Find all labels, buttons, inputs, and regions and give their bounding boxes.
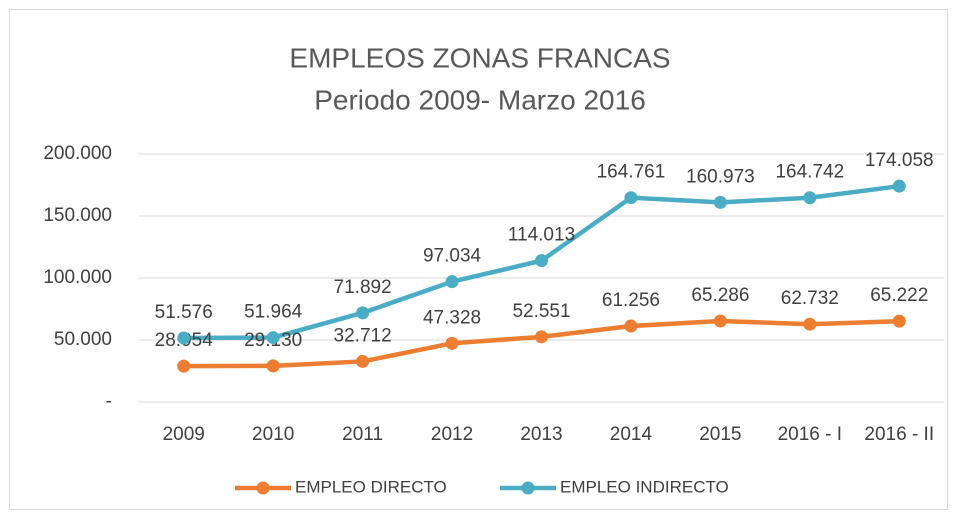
x-tick-label: 2014 (610, 424, 653, 445)
data-point (356, 354, 370, 368)
legend-label: EMPLEO INDIRECTO (560, 477, 729, 496)
data-point (177, 331, 191, 345)
legend-marker (256, 481, 270, 495)
data-point (266, 331, 280, 345)
data-point (356, 306, 370, 320)
data-point (803, 191, 817, 205)
data-label: 51.576 (155, 302, 213, 323)
x-tick-label: 2015 (699, 424, 741, 445)
y-tick-label: 150.000 (43, 205, 112, 226)
y-tick-label: 100.000 (43, 267, 112, 288)
data-label: 65.222 (870, 285, 928, 306)
data-label: 65.286 (691, 285, 749, 306)
data-point (624, 191, 638, 205)
data-label: 32.712 (334, 325, 392, 346)
x-tick-label: 2012 (431, 424, 473, 445)
data-label: 47.328 (423, 307, 481, 328)
data-label: 97.034 (423, 246, 482, 267)
y-tick-label: 200.000 (43, 143, 112, 164)
data-point (535, 254, 548, 268)
y-tick-label: 50.000 (54, 329, 112, 350)
x-tick-label: 2016 - II (864, 424, 934, 445)
data-point (713, 195, 727, 209)
x-tick-label: 2013 (520, 424, 562, 445)
data-point (445, 275, 459, 289)
chart-subtitle: Periodo 2009- Marzo 2016 (314, 84, 646, 115)
data-point (177, 359, 191, 373)
data-label: 51.964 (244, 302, 303, 323)
data-point (266, 359, 280, 373)
legend-label: EMPLEO DIRECTO (295, 477, 447, 496)
data-point (892, 179, 906, 193)
data-label: 71.892 (334, 277, 392, 298)
data-point (892, 314, 906, 328)
chart-frame (9, 9, 948, 510)
data-label: 174.058 (865, 150, 934, 171)
legend-marker (521, 481, 535, 495)
data-label: 164.742 (775, 162, 844, 183)
x-tick-label: 2010 (252, 424, 294, 445)
data-point (624, 319, 638, 333)
data-point (803, 317, 817, 331)
x-tick-label: 2011 (342, 424, 383, 445)
data-label: 114.013 (508, 225, 575, 246)
data-label: 62.732 (781, 288, 839, 309)
data-label: 164.761 (597, 162, 666, 183)
x-tick-label: 2016 - I (778, 424, 842, 445)
y-tick-label: - (106, 391, 112, 412)
data-point (535, 330, 548, 344)
x-tick-label: 2009 (163, 424, 205, 445)
data-point (713, 314, 727, 328)
data-label: 61.256 (602, 290, 660, 311)
data-label: 160.973 (686, 166, 755, 187)
chart-title: EMPLEOS ZONAS FRANCAS (289, 42, 670, 73)
data-point (445, 336, 459, 350)
data-label: 52.551 (512, 301, 570, 322)
